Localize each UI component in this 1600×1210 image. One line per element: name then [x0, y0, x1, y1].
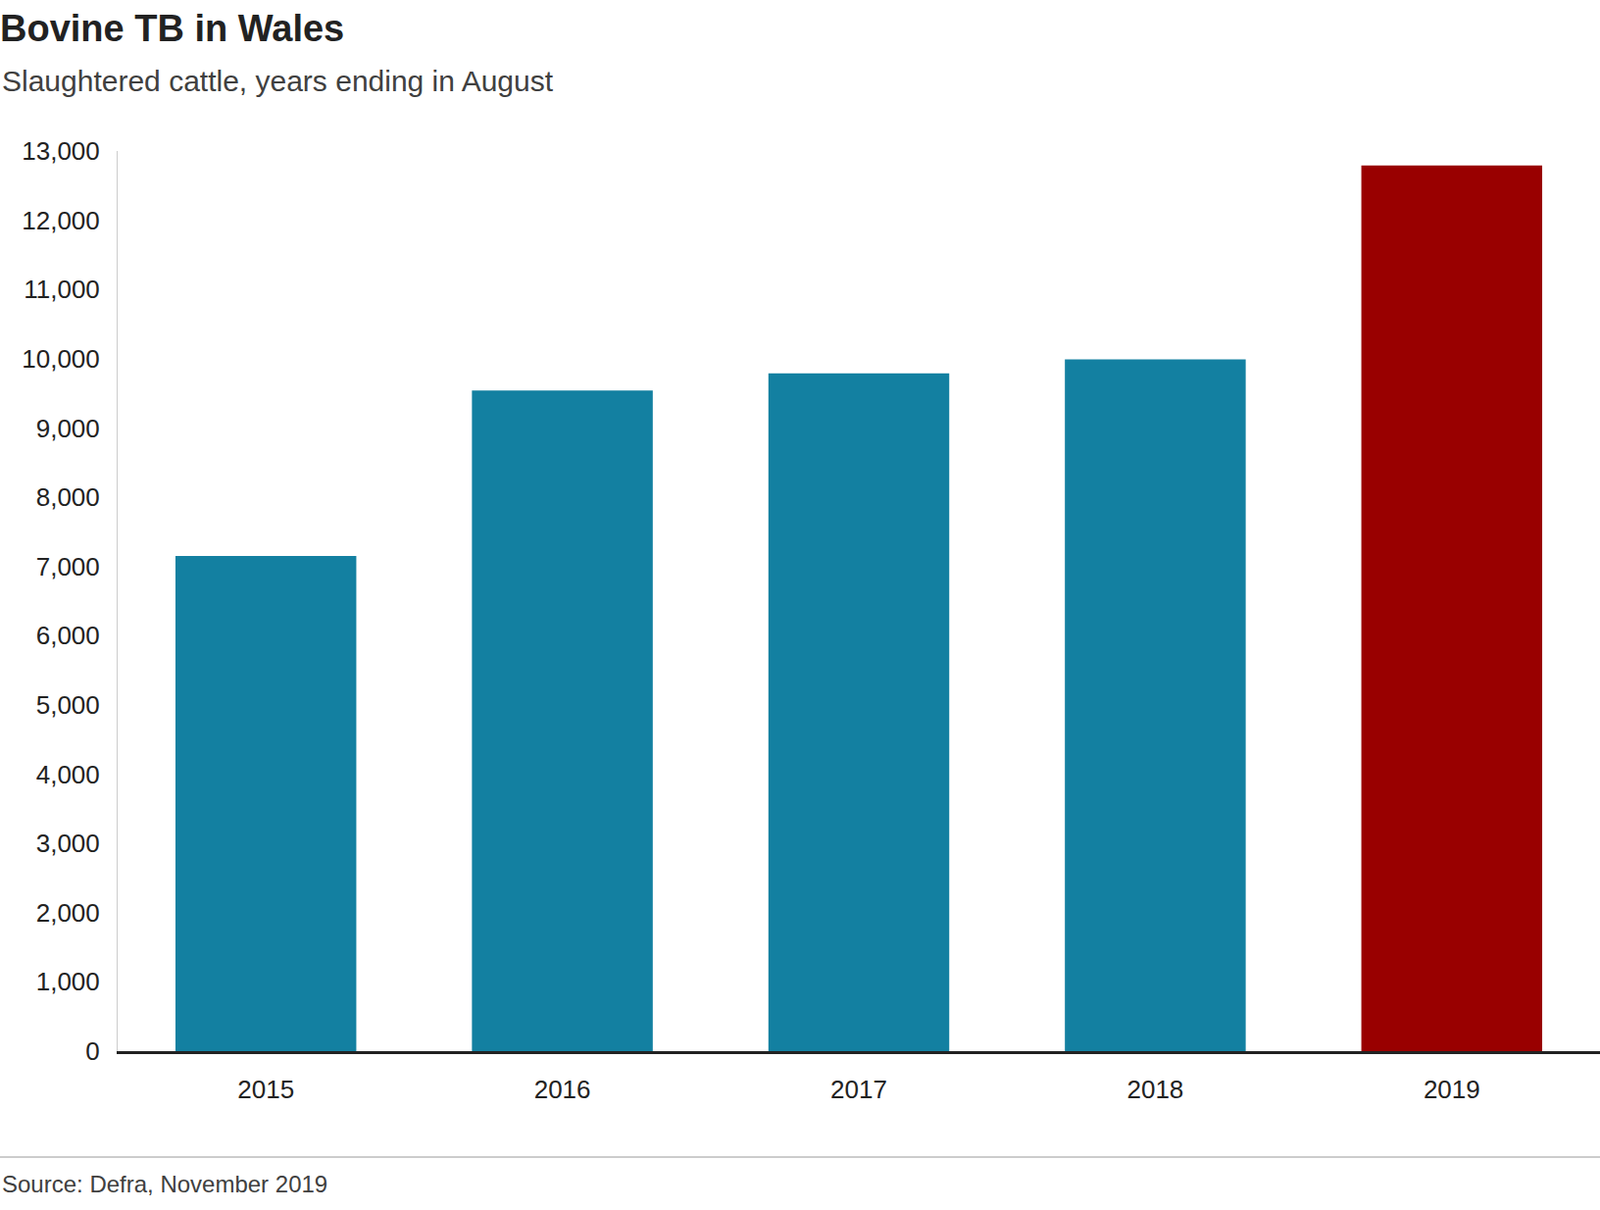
svg-text:8,000: 8,000 — [36, 482, 100, 512]
svg-text:10,000: 10,000 — [21, 344, 100, 374]
svg-text:12,000: 12,000 — [21, 205, 100, 236]
svg-text:Source: Defra, November 2019: Source: Defra, November 2019 — [1, 1170, 328, 1198]
svg-text:Bovine TB in Wales: Bovine TB in Wales — [0, 7, 345, 50]
svg-text:0: 0 — [85, 1036, 100, 1066]
svg-text:2018: 2018 — [1126, 1074, 1184, 1104]
svg-text:11,000: 11,000 — [23, 274, 100, 304]
svg-text:7,000: 7,000 — [36, 551, 100, 582]
svg-text:2,000: 2,000 — [36, 898, 100, 928]
svg-text:4,000: 4,000 — [36, 759, 100, 790]
svg-text:2015: 2015 — [237, 1074, 295, 1104]
svg-text:13,000: 13,000 — [21, 136, 100, 166]
svg-text:9,000: 9,000 — [36, 413, 100, 444]
svg-text:6,000: 6,000 — [36, 620, 100, 650]
svg-text:2017: 2017 — [830, 1074, 888, 1104]
svg-text:3,000: 3,000 — [36, 828, 100, 858]
svg-text:Slaughtered cattle, years endi: Slaughtered cattle, years ending in Augu… — [1, 64, 554, 98]
svg-text:1,000: 1,000 — [36, 966, 100, 997]
svg-text:5,000: 5,000 — [36, 690, 100, 720]
svg-text:2019: 2019 — [1423, 1074, 1481, 1104]
svg-text:2016: 2016 — [534, 1074, 592, 1104]
